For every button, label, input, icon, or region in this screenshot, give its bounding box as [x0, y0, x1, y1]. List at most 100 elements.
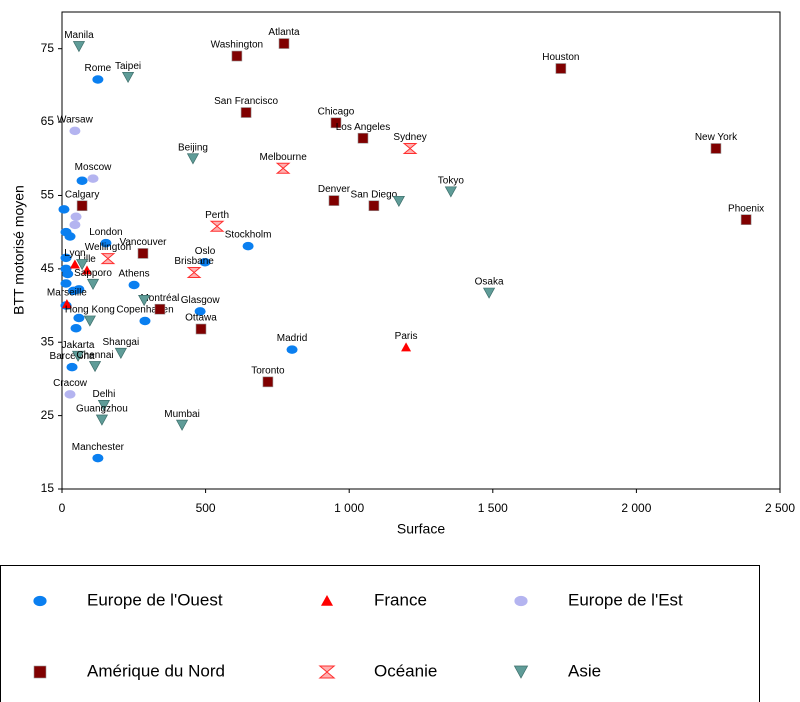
point-label: Melbourne	[260, 152, 308, 163]
point-label: Shangai	[103, 337, 140, 348]
point	[61, 299, 72, 309]
point-label: Paris	[395, 331, 418, 342]
point-label: Chennai	[76, 350, 113, 361]
point	[87, 174, 99, 183]
point-label: San Diego	[351, 189, 398, 200]
point	[357, 132, 369, 144]
point	[69, 126, 81, 136]
point	[137, 248, 149, 259]
legend-marker	[33, 595, 47, 607]
point	[64, 232, 76, 241]
point	[195, 323, 207, 335]
point	[92, 75, 104, 84]
point-label: Barcelona	[50, 351, 95, 362]
point-label: Phoenix	[728, 203, 764, 214]
point	[402, 142, 418, 154]
y-tick-label: 25	[41, 408, 55, 422]
point-label: Wellington	[85, 242, 132, 253]
point	[262, 376, 274, 388]
point-label: Osaka	[475, 277, 504, 288]
x-tick-label: 0	[59, 501, 66, 515]
point	[66, 362, 78, 372]
x-tick-label: 2 500	[765, 501, 795, 515]
point	[67, 286, 79, 296]
point-label: Vancouver	[119, 237, 167, 248]
point-label: Beijing	[178, 142, 208, 153]
point-label: Manchester	[72, 442, 125, 453]
point	[60, 279, 72, 288]
point	[199, 257, 211, 267]
legend-marker	[513, 665, 529, 679]
point-label: London	[89, 227, 122, 238]
point-label: Moscow	[75, 162, 112, 173]
point-label: Lyon	[64, 248, 85, 259]
point	[69, 220, 81, 230]
point	[710, 143, 722, 154]
point	[392, 195, 405, 208]
point	[97, 399, 111, 412]
point	[81, 265, 92, 275]
point	[60, 253, 72, 263]
point	[92, 453, 104, 463]
plot-frame	[61, 11, 781, 490]
point	[186, 267, 202, 279]
point-label: Oslo	[195, 246, 216, 257]
point	[401, 342, 412, 352]
point-label: Manila	[64, 30, 94, 41]
point	[482, 287, 496, 299]
point	[275, 162, 291, 174]
point	[286, 345, 298, 354]
point-label: Toronto	[251, 365, 285, 376]
x-tick-label: 2 000	[621, 501, 651, 515]
x-tick-label: 500	[196, 501, 216, 515]
legend-marker	[514, 595, 528, 607]
point-label: Hong Kong	[65, 305, 115, 316]
point-label: New York	[695, 132, 738, 143]
point-label: Taipei	[115, 61, 141, 72]
x-tick-label: 1 000	[334, 501, 364, 515]
point-label: Montréal	[140, 293, 179, 304]
point	[444, 186, 457, 198]
point	[209, 220, 225, 232]
point	[100, 253, 116, 265]
point	[69, 259, 80, 269]
point-label: Washington	[211, 40, 263, 51]
point	[73, 313, 85, 323]
point	[83, 315, 96, 327]
legend-marker	[321, 595, 333, 606]
point	[76, 259, 89, 271]
point-label: Copenhagen	[116, 305, 173, 316]
point	[76, 176, 88, 186]
point	[100, 238, 112, 248]
point	[86, 278, 100, 290]
point	[88, 361, 102, 373]
point-label: Brisbane	[174, 256, 214, 267]
point	[114, 347, 127, 359]
point-label: Stockholm	[225, 230, 272, 241]
point	[76, 200, 88, 212]
point-label: Cracow	[53, 378, 88, 389]
point-label: Denver	[318, 184, 351, 195]
point-label: Ottawa	[185, 313, 217, 324]
legend-marker	[33, 665, 47, 679]
point	[194, 307, 206, 316]
legend-label: France	[374, 590, 427, 609]
point-label: Jakarta	[62, 340, 95, 351]
x-tick-label: 1 500	[478, 501, 508, 515]
point-label: Sapporo	[74, 268, 112, 279]
point-label: Calgary	[65, 189, 99, 200]
point	[128, 280, 140, 290]
point-label: Los Angeles	[336, 122, 391, 133]
point	[368, 200, 380, 212]
legend-label: Océanie	[374, 661, 437, 680]
point	[64, 390, 76, 399]
point-label: Athens	[119, 269, 150, 280]
point	[740, 214, 752, 225]
y-tick-label: 35	[41, 334, 55, 348]
point-label: Glasgow	[181, 295, 221, 306]
point	[278, 38, 290, 49]
point	[62, 269, 74, 279]
point-label: Chicago	[318, 106, 355, 117]
point-label: Mumbai	[164, 409, 200, 420]
point	[555, 63, 567, 74]
